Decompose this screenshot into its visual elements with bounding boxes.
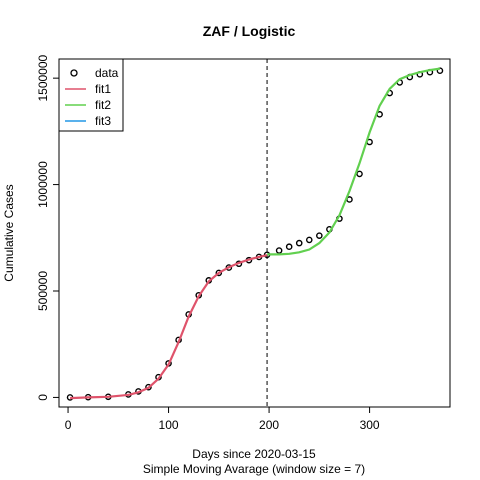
y-axis-label: Cumulative Cases [2,184,16,281]
data-point [305,236,313,244]
chart-title: ZAF / Logistic [203,23,296,39]
y-tick-label: 0 [36,394,50,401]
legend-box [58,58,124,132]
x-axis: 0 100 200 300 [65,406,380,432]
legend-label-fit2: fit2 [95,98,111,112]
y-axis: 0 500000 1000000 1500000 [36,54,59,401]
data-point [215,269,223,277]
series-line-fit2 [267,67,441,256]
data-point [275,247,283,254]
fit-lines [70,67,441,400]
data-point [356,170,363,178]
x-tick-label: 300 [360,418,380,432]
y-tick-label: 500000 [36,271,50,311]
data-point [436,67,444,75]
legend: data fit1 fit2 fit3 [58,58,124,132]
legend-symbol-data [70,69,78,77]
x-axis-label: Days since 2020-03-15 [192,447,316,461]
x-axis-sublabel: Simple Moving Avarage (window size = 7) [143,462,365,476]
x-tick-label: 200 [259,418,279,432]
series-line-fit1 [70,254,268,400]
legend-label-fit3: fit3 [95,114,111,128]
x-tick-label: 0 [65,418,72,432]
y-tick-label: 1500000 [36,54,50,101]
y-tick-label: 1000000 [36,161,50,208]
legend-label-data: data [95,66,119,80]
data-point [285,243,293,251]
data-point [145,383,152,391]
x-tick-label: 100 [159,418,179,432]
data-points [66,67,444,401]
data-point [295,239,303,247]
legend-label-fit1: fit1 [95,82,111,96]
data-point [316,232,323,239]
